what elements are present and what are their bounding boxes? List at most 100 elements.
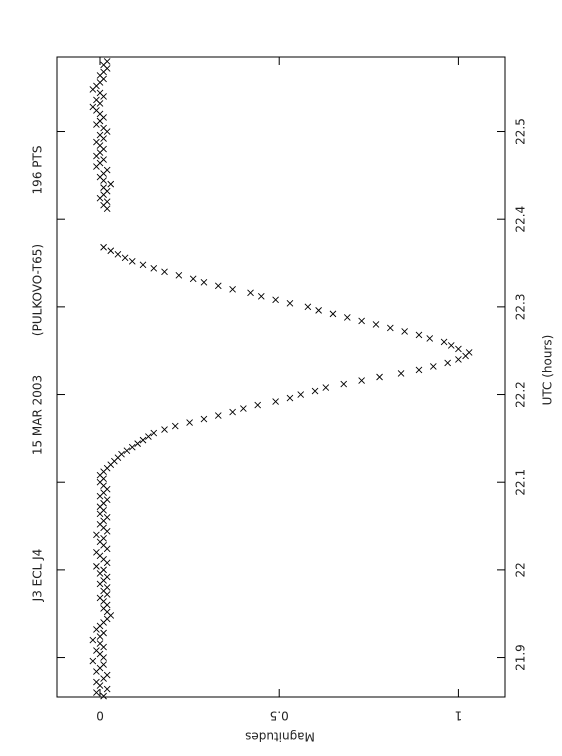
data-point xyxy=(93,689,100,696)
data-point xyxy=(397,370,405,377)
data-point xyxy=(161,426,168,433)
x-tick-label: 21.9 xyxy=(514,644,528,671)
data-point xyxy=(103,198,111,205)
data-point xyxy=(214,282,222,290)
data-point xyxy=(257,293,265,300)
data-point xyxy=(311,387,319,395)
data-point xyxy=(93,678,100,686)
data-point xyxy=(186,419,193,426)
data-point xyxy=(329,310,337,318)
data-point xyxy=(229,286,236,293)
data-point xyxy=(100,692,107,700)
data-point xyxy=(103,496,111,504)
data-point xyxy=(103,685,111,693)
data-point xyxy=(401,328,408,335)
data-point xyxy=(447,342,455,349)
data-point xyxy=(272,398,279,405)
data-point xyxy=(286,394,294,402)
data-point xyxy=(89,657,97,665)
data-point xyxy=(139,261,147,269)
data-point xyxy=(430,363,437,370)
data-point xyxy=(455,345,462,353)
data-point xyxy=(455,356,462,363)
data-point xyxy=(150,264,158,272)
data-point xyxy=(272,296,279,304)
data-point xyxy=(322,384,330,391)
data-point xyxy=(214,412,222,419)
data-point xyxy=(315,307,322,314)
data-point xyxy=(96,594,104,602)
data-point xyxy=(297,391,305,398)
data-point xyxy=(93,96,100,104)
data-point xyxy=(103,584,111,591)
data-point xyxy=(93,531,100,539)
data-point xyxy=(128,443,136,451)
data-point xyxy=(107,180,115,188)
data-point xyxy=(343,314,351,321)
data-point xyxy=(107,247,115,255)
data-point xyxy=(415,366,423,374)
data-point xyxy=(139,436,147,444)
data-point xyxy=(171,422,179,430)
data-point xyxy=(229,408,236,416)
data-point xyxy=(100,661,107,668)
data-point xyxy=(286,300,294,307)
data-point xyxy=(96,640,104,647)
chart-title: 15 MAR 2003 xyxy=(31,375,45,455)
data-point xyxy=(240,405,247,412)
x-tick-label: 22.4 xyxy=(514,206,528,233)
chart-title: 196 PTS xyxy=(31,146,45,195)
data-point xyxy=(426,335,434,342)
data-point xyxy=(103,58,111,65)
data-point xyxy=(96,89,104,97)
data-point xyxy=(372,321,380,328)
data-point xyxy=(440,338,448,346)
chart-title: J3 ECL J4 xyxy=(31,549,45,603)
plot-frame xyxy=(56,56,506,698)
data-point xyxy=(415,331,423,339)
data-point xyxy=(100,566,107,574)
data-point xyxy=(100,534,107,542)
data-point xyxy=(134,440,141,447)
data-point xyxy=(118,450,125,458)
data-point xyxy=(103,671,111,679)
data-point xyxy=(247,289,254,297)
data-point xyxy=(100,184,107,191)
data-point xyxy=(121,254,129,262)
data-point xyxy=(465,349,473,356)
data-point xyxy=(358,317,365,325)
data-point xyxy=(444,359,451,367)
data-point xyxy=(254,401,262,409)
data-point xyxy=(100,243,107,251)
data-point xyxy=(114,250,122,258)
x-tick-label: 22.3 xyxy=(514,294,528,321)
y-tick-label: 1 xyxy=(455,709,463,723)
data-point xyxy=(128,257,136,265)
data-point xyxy=(150,429,158,437)
data-point xyxy=(93,549,100,556)
x-tick-label: 22 xyxy=(514,562,528,577)
x-tick-label: 22.2 xyxy=(514,381,528,408)
data-point xyxy=(103,573,111,581)
x-tick-label: 22.1 xyxy=(514,469,528,496)
data-point xyxy=(340,380,348,388)
plot-group: UTC (hours) Magnitudes J3 ECL J4 15 MAR 2… xyxy=(31,56,555,744)
data-point xyxy=(96,131,104,139)
data-point xyxy=(358,377,365,384)
y-axis-label: Magnitudes xyxy=(245,730,315,744)
data-point xyxy=(189,275,197,283)
data-point xyxy=(93,563,100,570)
data-point xyxy=(376,373,383,381)
data-point xyxy=(100,629,107,637)
data-point xyxy=(100,156,107,163)
data-point xyxy=(103,166,111,174)
data-point xyxy=(145,433,152,440)
data-point xyxy=(123,447,131,454)
x-tick-label: 22.5 xyxy=(514,118,528,145)
y-tick-label: 0.5 xyxy=(270,709,289,723)
y-tick-label: 0 xyxy=(96,709,104,723)
data-point xyxy=(93,138,100,146)
data-point xyxy=(200,415,208,423)
